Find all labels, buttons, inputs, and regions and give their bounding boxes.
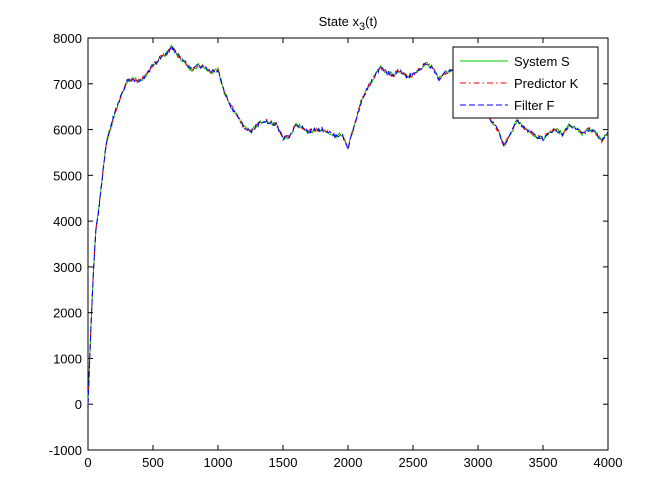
y-tick-label: 8000 xyxy=(53,31,82,46)
x-tick-label: 3000 xyxy=(464,455,493,470)
legend: System S Predictor K Filter F xyxy=(452,46,599,119)
chart-title: State x3(t) xyxy=(319,14,378,33)
x-tick-label: 1500 xyxy=(269,455,298,470)
x-tick-label: 500 xyxy=(142,455,164,470)
x-tick-label: 0 xyxy=(84,455,91,470)
y-tick-label: 6000 xyxy=(53,123,82,138)
y-tick-label: 4000 xyxy=(53,214,82,229)
y-tick-label: 0 xyxy=(75,397,82,412)
x-tick-labels: 0 500 1000 1500 2000 2500 3000 3500 4000 xyxy=(84,455,622,470)
axis-ticks xyxy=(87,37,609,451)
y-tick-label: 1000 xyxy=(53,351,82,366)
y-tick-labels: -1000 0 1000 2000 3000 4000 5000 6000 7000 8000 xyxy=(49,31,82,458)
x-tick-label: 2000 xyxy=(334,455,363,470)
x-tick-label: 4000 xyxy=(594,455,623,470)
series-line-filter-f xyxy=(87,45,609,405)
y-tick-label: 2000 xyxy=(53,306,82,321)
x-tick-label: 1000 xyxy=(204,455,233,470)
series-lines xyxy=(87,44,609,405)
y-tick-label: 5000 xyxy=(53,168,82,183)
x-tick-label: 3500 xyxy=(529,455,558,470)
x-tick-label: 2500 xyxy=(399,455,428,470)
y-tick-label: -1000 xyxy=(49,443,82,458)
legend-label-predictor-k: Predictor K xyxy=(514,76,579,91)
legend-label-system-s: System S xyxy=(514,54,570,69)
legend-label-filter-f: Filter F xyxy=(514,98,555,113)
y-tick-label: 7000 xyxy=(53,77,82,92)
y-tick-label: 3000 xyxy=(53,260,82,275)
